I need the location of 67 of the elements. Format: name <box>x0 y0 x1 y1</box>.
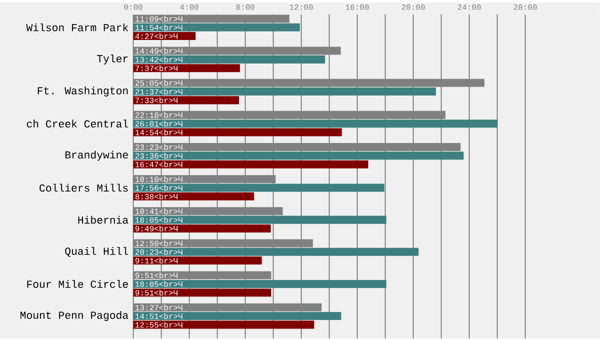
data-label: 16:47<br>Ч <box>135 161 182 168</box>
bar <box>133 55 326 64</box>
bar <box>133 184 384 192</box>
data-label: 22:18<br>Ч <box>135 112 182 118</box>
data-label: 26:01<br>Ч <box>135 120 182 127</box>
bar <box>133 288 272 297</box>
y-tick-label: Brandywine <box>65 150 128 161</box>
data-label: 25:05<br>Ч <box>135 80 182 86</box>
data-label: 12:50<br>Ч <box>135 240 182 246</box>
data-label: 18:05<br>Ч <box>135 281 182 287</box>
bar <box>133 120 498 128</box>
data-label: 14:49<br>Ч <box>135 48 182 54</box>
x-tick-label: 24:00 <box>458 4 481 10</box>
data-label: 9:51<br>Ч <box>135 290 178 296</box>
y-tick-label: Tyler <box>97 54 128 64</box>
data-label: 17:56<br>Ч <box>135 184 182 191</box>
bar <box>133 64 240 72</box>
data-label: 12:55<br>Ч <box>135 322 182 328</box>
y-tick-label: Wilson Farm Park <box>26 23 128 32</box>
data-label: 23:36<br>Ч <box>135 152 182 159</box>
y-tick-label: Ft. Washington <box>38 86 128 96</box>
data-label: 7:33<br>Ч <box>136 97 178 104</box>
bar <box>133 96 239 104</box>
x-tick-label: 16:00 <box>346 4 369 10</box>
y-tick-label: Four Mile Circle <box>27 280 128 288</box>
bar <box>133 192 254 200</box>
data-label: 10:10<br>Ч <box>135 176 182 182</box>
x-tick-label: 28:00 <box>514 4 537 10</box>
bar <box>133 128 342 136</box>
bar <box>133 224 271 232</box>
x-tick-label: 8:00 <box>236 4 254 10</box>
y-tick-label: Colliers Mills <box>40 184 128 192</box>
data-label: 9:49<br>Ч <box>135 226 178 232</box>
x-tick-label: 4:00 <box>180 4 198 10</box>
x-tick-label: 0:00 <box>124 4 142 10</box>
bar <box>133 152 464 160</box>
data-label: 14:51<br>Ч <box>135 313 182 319</box>
data-label: 10:41<br>Ч <box>135 208 182 214</box>
bar <box>133 312 342 320</box>
data-label: 4:27<br>Ч <box>135 33 178 39</box>
data-label: 9:51<br>Ч <box>135 272 178 278</box>
data-label: 8:38<br>Ч <box>135 193 178 200</box>
data-label: 13:42<br>Ч <box>135 56 182 62</box>
data-label: 11:09<br>Ч <box>135 16 182 22</box>
y-tick-label: Quail Hill <box>65 247 128 257</box>
data-label: 23:23<br>Ч <box>135 144 182 150</box>
bar <box>133 160 368 168</box>
x-tick-label: 12:00 <box>290 4 313 10</box>
data-label: 20:23<br>Ч <box>135 248 182 255</box>
data-label: 21:37<br>Ч <box>135 88 182 94</box>
data-label: 11:54<br>Ч <box>135 24 182 30</box>
data-label: 9:11<br>Ч <box>135 258 178 264</box>
bar <box>133 320 314 329</box>
y-tick-label: Mount Penn Pagoda <box>20 311 128 322</box>
bar <box>133 216 386 224</box>
data-label: 18:05<br>Ч <box>135 216 182 223</box>
data-label: 14:54<br>Ч <box>135 129 182 136</box>
bar <box>133 256 262 265</box>
y-tick-label: Hibernia <box>78 216 128 224</box>
bar <box>133 280 386 288</box>
y-tick-label: ch Creek Central <box>26 120 128 128</box>
bar <box>133 88 436 96</box>
data-label: 7:37<br>Ч <box>136 65 178 72</box>
data-label: 13:27<br>Ч <box>135 304 182 310</box>
x-tick-label: 20:00 <box>402 4 425 10</box>
bar <box>133 23 300 32</box>
bar <box>133 248 419 256</box>
